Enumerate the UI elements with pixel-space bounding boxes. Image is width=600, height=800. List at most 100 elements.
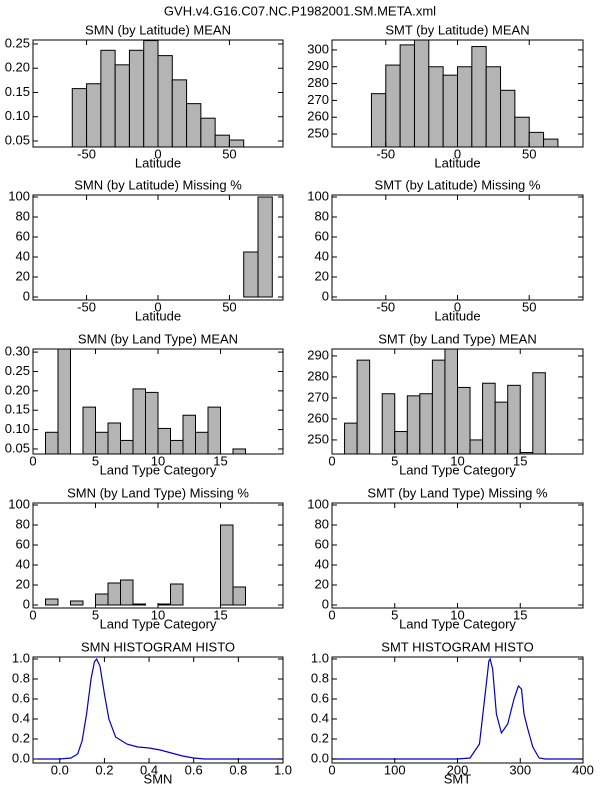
bar (442, 74, 458, 147)
bar (406, 395, 421, 454)
y-tick-label: 0 (23, 596, 30, 611)
line (37, 657, 283, 760)
x-tick-label: 0 (454, 299, 461, 314)
bar (394, 431, 408, 454)
bar (232, 586, 246, 606)
chart-title: SMN (by Land Type) Missing % (67, 485, 249, 500)
y-tick-label: 0.15 (5, 84, 30, 99)
x-axis-label: Latitude (135, 155, 181, 170)
bar (145, 391, 159, 454)
chart-title: SMT (by Latitude) Missing % (375, 177, 541, 192)
bar (214, 134, 230, 147)
x-tick-label: 0 (154, 146, 161, 161)
bar (132, 388, 146, 454)
y-tick-label: 80 (315, 208, 329, 223)
y-tick-label: 1.0 (12, 650, 30, 665)
panel: SMN (by Land Type) Missing % Land Type Ca… (8, 485, 284, 631)
bar (385, 64, 401, 147)
bar (128, 49, 145, 147)
bar (170, 583, 184, 606)
y-tick-label: 20 (315, 576, 329, 591)
y-tick-label: 100 (8, 188, 30, 203)
plot-frame (32, 348, 284, 455)
bar (356, 359, 371, 454)
y-tick-label: 20 (315, 268, 329, 283)
x-axis-label: Land Type Category (399, 462, 516, 477)
y-tick-label: 290 (307, 58, 329, 73)
plot-frame (331, 194, 584, 301)
bar (528, 131, 545, 147)
y-tick-label: 280 (307, 75, 329, 90)
bar (70, 600, 84, 606)
x-tick-label: 1.0 (274, 762, 292, 777)
x-tick-label: 0 (29, 453, 36, 468)
chart-title: SMT (by Land Type) MEAN (378, 331, 536, 346)
y-tick-label: 60 (315, 536, 329, 551)
x-axis-label: Latitude (434, 155, 480, 170)
bar (431, 359, 446, 454)
bar (232, 448, 246, 454)
x-tick-label: 15 (213, 453, 227, 468)
y-tick-label: 300 (307, 41, 329, 56)
plot-frame (32, 656, 284, 764)
y-tick-label: 0 (322, 288, 329, 303)
bar (457, 386, 471, 454)
y-tick-label: 0.2 (12, 730, 30, 745)
panel: SMT (by Latitude) Missing % Latitude -50 0 5… (307, 177, 584, 323)
y-tick-label: 0.15 (5, 402, 30, 417)
y-tick-label: 60 (315, 228, 329, 243)
bar (120, 579, 134, 606)
y-tick-label: 260 (307, 410, 329, 425)
y-tick-label: 0.2 (311, 730, 329, 745)
x-tick-label: 5 (92, 607, 99, 622)
x-tick-label: 0 (328, 453, 335, 468)
bar (428, 66, 444, 147)
y-tick-label: 40 (16, 556, 30, 571)
y-tick-label: 290 (307, 347, 329, 362)
bar (100, 49, 116, 147)
panel: SMT HISTOGRAM HISTO SMT 0 100 200 300 400 0.0 0.… (311, 639, 594, 786)
chart-title: SMT HISTOGRAM HISTO (381, 639, 533, 654)
x-tick-label: 10 (151, 607, 165, 622)
x-tick-label: 0 (29, 607, 36, 622)
y-tick-label: 250 (307, 125, 329, 140)
panel: SMN (by Latitude) MEAN Latitude -50 0 50 0.05… (5, 22, 284, 170)
bar (114, 64, 130, 147)
y-tick-label: 0.25 (5, 35, 30, 50)
bar (399, 44, 415, 147)
y-tick-label: 1.0 (311, 650, 329, 665)
bar (482, 382, 496, 454)
y-tick-label: 0.8 (12, 670, 30, 685)
bar (370, 93, 387, 147)
y-tick-label: 40 (315, 248, 329, 263)
x-tick-label: 0.8 (229, 762, 247, 777)
x-tick-label: 0.6 (185, 762, 203, 777)
x-tick-label: 5 (391, 453, 398, 468)
bar (95, 431, 109, 454)
y-tick-label: 100 (8, 496, 30, 511)
y-tick-label: 0 (23, 288, 30, 303)
x-tick-label: 50 (522, 146, 536, 161)
x-tick-label: 300 (509, 762, 531, 777)
bar (132, 603, 146, 606)
bar (82, 406, 96, 454)
bar (107, 582, 121, 606)
y-tick-label: 20 (16, 268, 30, 283)
bar (120, 439, 134, 454)
bar (344, 422, 358, 454)
bar (243, 251, 259, 298)
plot-area (344, 349, 546, 454)
x-tick-label: 200 (447, 762, 469, 777)
y-tick-label: 100 (307, 188, 329, 203)
y-tick-label: 0.6 (311, 690, 329, 705)
x-axis-label: SMN (144, 771, 173, 786)
panel: SMT (by Land Type) Missing % Land Type Ca… (307, 485, 584, 631)
bar (444, 349, 459, 454)
x-tick-label: 0 (454, 146, 461, 161)
x-tick-label: 0 (328, 762, 335, 777)
y-tick-label: 80 (16, 516, 30, 531)
bar (543, 138, 559, 147)
y-tick-label: 0.4 (12, 710, 30, 725)
x-axis-label: Latitude (135, 308, 181, 323)
